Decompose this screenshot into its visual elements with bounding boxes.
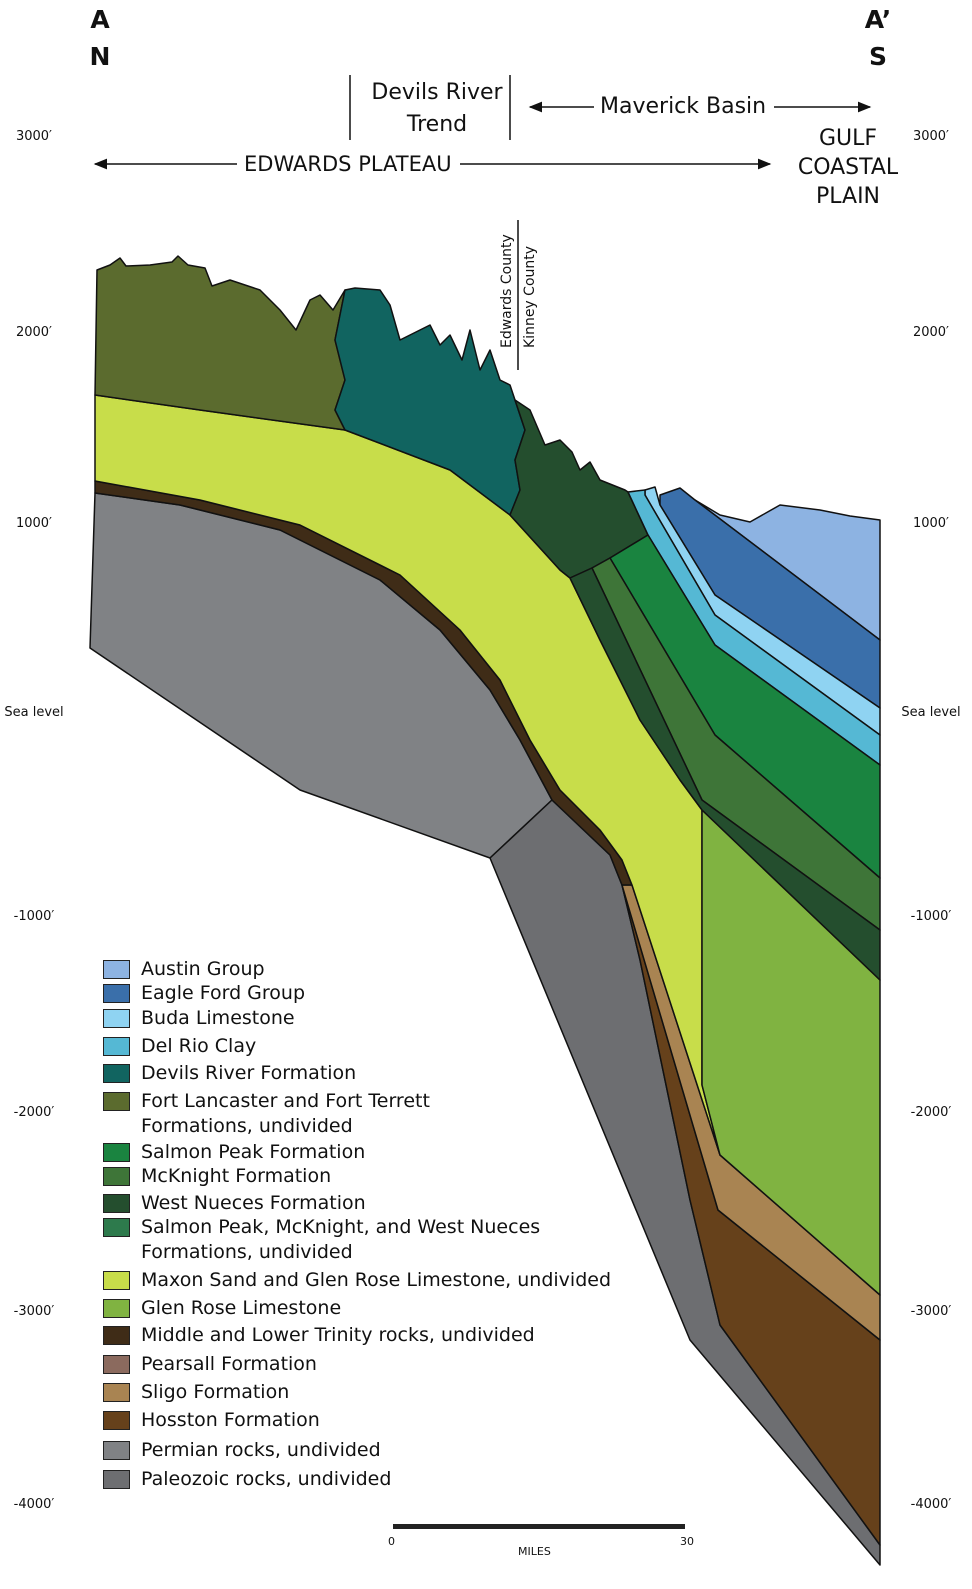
region-label: EDWARDS PLATEAU <box>244 148 452 180</box>
legend-swatch <box>103 1441 130 1460</box>
region-label: GULF COASTAL PLAIN <box>790 124 906 211</box>
legend-swatch <box>103 1218 130 1237</box>
legend-label: Eagle Ford Group <box>141 981 305 1006</box>
scale-label: MILES <box>518 1545 551 1558</box>
legend-swatch <box>103 960 130 979</box>
elevation-label: 2000′ <box>901 323 961 342</box>
legend-label: Salmon Peak, McKnight, and West Nueces F… <box>141 1215 641 1265</box>
legend-label: Permian rocks, undivided <box>141 1438 381 1463</box>
legend-label: Maxon Sand and Glen Rose Limestone, undi… <box>141 1268 611 1293</box>
legend-swatch <box>103 1470 130 1489</box>
legend-swatch <box>103 1383 130 1402</box>
elevation-label: Sea level <box>901 703 961 722</box>
legend-swatch <box>103 1194 130 1213</box>
legend-label: Glen Rose Limestone <box>141 1296 341 1321</box>
legend-label: Hosston Formation <box>141 1408 320 1433</box>
elevation-label: -4000′ <box>4 1495 64 1514</box>
legend-swatch <box>103 1037 130 1056</box>
legend-swatch <box>103 1411 130 1430</box>
legend-label: McKnight Formation <box>141 1164 331 1189</box>
scale-label: 30 <box>680 1535 694 1548</box>
legend-swatch <box>103 1355 130 1374</box>
end-letter: A’ <box>858 5 898 34</box>
legend-label: Fort Lancaster and Fort Terrett Formatio… <box>141 1089 541 1139</box>
legend-swatch <box>103 1299 130 1318</box>
elevation-label: -2000′ <box>4 1103 64 1122</box>
legend-swatch <box>103 1092 130 1111</box>
region-label: Devils River Trend <box>362 77 512 141</box>
legend-label: West Nueces Formation <box>141 1191 366 1216</box>
legend-label: Del Rio Clay <box>141 1034 256 1059</box>
elevation-label: 1000′ <box>901 514 961 533</box>
legend-label: Pearsall Formation <box>141 1352 317 1377</box>
legend-label: Sligo Formation <box>141 1380 289 1405</box>
scale-bar <box>393 1524 685 1529</box>
legend-label: Buda Limestone <box>141 1006 295 1031</box>
legend-label: Austin Group <box>141 957 265 982</box>
legend-swatch <box>103 984 130 1003</box>
elevation-label: -3000′ <box>901 1302 961 1321</box>
end-letter: A <box>80 5 120 34</box>
legend-swatch <box>103 1064 130 1083</box>
elevation-label: -4000′ <box>901 1495 961 1514</box>
elevation-label: Sea level <box>4 703 64 722</box>
legend-label: Devils River Formation <box>141 1061 356 1086</box>
elevation-label: 3000′ <box>4 127 64 146</box>
elevation-label: -3000′ <box>4 1302 64 1321</box>
scale-label: 0 <box>388 1535 395 1548</box>
end-direction: S <box>858 42 898 71</box>
county-label: Edwards County <box>499 242 515 348</box>
legend-swatch <box>103 1167 130 1186</box>
page: A N A’ S Devils River Trend Maverick Bas… <box>0 0 972 1589</box>
elevation-label: -1000′ <box>901 907 961 926</box>
cross-section <box>0 0 972 1589</box>
elevation-label: 3000′ <box>901 127 961 146</box>
legend-swatch <box>103 1326 130 1345</box>
region-label: Maverick Basin <box>600 91 766 123</box>
elevation-label: 2000′ <box>4 323 64 342</box>
legend-swatch <box>103 1143 130 1162</box>
elevation-label: -2000′ <box>901 1103 961 1122</box>
elevation-label: 1000′ <box>4 514 64 533</box>
county-label: Kinney County <box>522 248 538 348</box>
end-direction: N <box>80 42 120 71</box>
legend-label: Middle and Lower Trinity rocks, undivide… <box>141 1323 535 1348</box>
legend-swatch <box>103 1271 130 1290</box>
legend-label: Paleozoic rocks, undivided <box>141 1467 391 1492</box>
elevation-label: -1000′ <box>4 907 64 926</box>
legend-swatch <box>103 1009 130 1028</box>
legend-label: Salmon Peak Formation <box>141 1140 365 1165</box>
